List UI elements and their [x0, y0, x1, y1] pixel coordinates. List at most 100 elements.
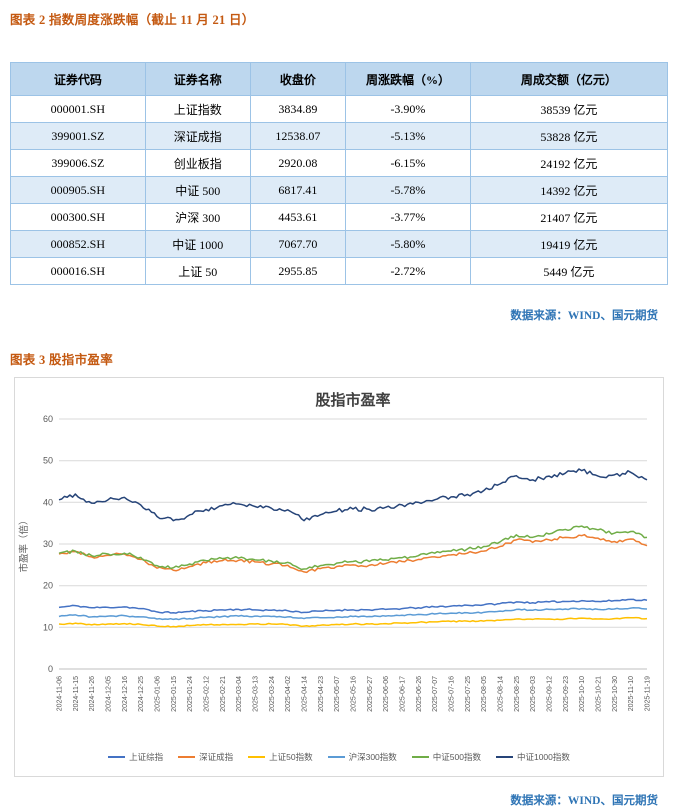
table-cell: 12538.07 — [249, 122, 347, 150]
table-cell: 创业板指 — [144, 149, 251, 177]
x-tick-label: 2025-09-03 — [530, 676, 537, 712]
table-cell: 2955.85 — [249, 257, 347, 285]
table-cell: 2920.08 — [249, 149, 347, 177]
x-tick-label: 2025-05-16 — [351, 676, 358, 712]
figure2-title: 图表 2 指数周度涨跌幅（截止 11 月 21 日） — [10, 13, 255, 27]
y-tick-label: 30 — [43, 539, 53, 549]
table-cell: -6.15% — [345, 149, 471, 177]
chart-title: 股指市盈率 — [315, 391, 390, 409]
table-cell: 399001.SZ — [10, 122, 146, 150]
data-source-figure3: 数据来源：WIND、国元期货 — [510, 795, 658, 807]
table-cell: 上证 50 — [144, 257, 251, 285]
y-tick-label: 60 — [43, 414, 53, 424]
x-tick-label: 2024-11-26 — [89, 676, 96, 711]
table-cell: 000001.SH — [10, 95, 146, 123]
table-cell: 53828 亿元 — [469, 122, 669, 150]
series-line-中证1000指数 — [58, 468, 648, 522]
x-tick-label: 2025-03-13 — [253, 676, 260, 712]
table-row: 000300.SH 沪深 300 4453.61 -3.77% 21407 亿元 — [10, 203, 669, 231]
y-tick-label: 50 — [43, 456, 53, 466]
series-line-上证综指 — [58, 598, 648, 614]
x-tick-label: 2025-01-06 — [155, 676, 162, 712]
x-tick-label: 2025-10-30 — [612, 676, 619, 712]
x-tick-label: 2024-12-05 — [106, 676, 113, 712]
x-tick-label: 2025-07-16 — [449, 676, 456, 712]
table-cell: 7067.70 — [249, 230, 347, 258]
x-tick-label: 2025-11-19 — [645, 676, 652, 711]
x-tick-label: 2025-04-14 — [302, 676, 309, 712]
table-cell: -2.72% — [345, 257, 471, 285]
data-source-figure2: 数据来源：WIND、国元期货 — [510, 310, 658, 322]
x-tick-label: 2025-06-06 — [383, 676, 390, 712]
y-tick-label: 0 — [48, 664, 53, 674]
x-tick-label: 2025-04-02 — [285, 676, 292, 712]
x-tick-label: 2025-06-17 — [400, 676, 407, 712]
table-header-row: 证券代码 证券名称 收盘价 周涨跌幅（%） 周成交额（亿元） — [10, 62, 669, 96]
x-tick-label: 2025-02-12 — [204, 676, 211, 712]
y-tick-label: 40 — [43, 497, 53, 507]
table-header: 证券代码 证券名称 收盘价 周涨跌幅（%） 周成交额（亿元） — [10, 62, 669, 96]
x-tick-label: 2025-03-24 — [269, 676, 276, 712]
series-line-上证50指数 — [58, 616, 648, 628]
x-tick-label: 2025-10-21 — [596, 676, 603, 712]
legend-label: 中证1000指数 — [516, 752, 570, 762]
table-cell: 中证 1000 — [144, 230, 251, 258]
table-row: 399001.SZ 深证成指 12538.07 -5.13% 53828 亿元 — [10, 122, 669, 150]
table-cell: 3834.89 — [249, 95, 347, 123]
legend-label: 中证500指数 — [432, 752, 481, 762]
legend-item: 中证1000指数 — [495, 751, 570, 763]
x-tick-label: 2025-11-10 — [628, 676, 635, 711]
table-cell: 5449 亿元 — [469, 257, 669, 285]
index-weekly-table: 证券代码 证券名称 收盘价 周涨跌幅（%） 周成交额（亿元） 000001.SH… — [10, 62, 669, 285]
x-tick-label: 2025-02-21 — [220, 676, 227, 712]
x-tick-label: 2024-12-25 — [138, 676, 145, 712]
x-tick-label: 2025-08-25 — [514, 676, 521, 712]
series-line-沪深300指数 — [58, 607, 648, 621]
table-cell: 000905.SH — [10, 176, 146, 204]
table-cell: 上证指数 — [144, 95, 251, 123]
x-tick-label: 2025-07-07 — [432, 676, 439, 712]
series-line-深证成指 — [58, 533, 648, 574]
x-tick-label: 2024-11-15 — [73, 676, 80, 711]
figure3-title: 图表 3 股指市盈率 — [10, 353, 114, 367]
x-tick-label: 2025-07-25 — [465, 676, 472, 712]
x-tick-label: 2025-05-07 — [334, 676, 341, 712]
x-tick-label: 2025-05-27 — [367, 676, 374, 712]
legend-label: 深证成指 — [199, 752, 234, 762]
y-tick-label: 20 — [43, 581, 53, 591]
table-cell: 6817.41 — [249, 176, 347, 204]
legend-label: 沪深300指数 — [348, 752, 397, 762]
x-tick-label: 2025-08-05 — [481, 676, 488, 712]
y-axis-title: 市盈率（倍） — [18, 515, 30, 572]
table-row: 000905.SH 中证 500 6817.41 -5.78% 14392 亿元 — [10, 176, 669, 204]
legend-line-swatch — [178, 755, 196, 759]
col-header-code: 证券代码 — [10, 62, 146, 96]
x-tick-label: 2024-11-06 — [57, 676, 64, 711]
table-cell: 000300.SH — [10, 203, 146, 231]
legend-label: 上证综指 — [129, 752, 164, 762]
table-cell: 000016.SH — [10, 257, 146, 285]
table-cell: -3.90% — [345, 95, 471, 123]
table-cell: 中证 500 — [144, 176, 251, 204]
table-cell: 深证成指 — [144, 122, 251, 150]
x-tick-label: 2025-04-23 — [318, 676, 325, 712]
legend-label: 上证50指数 — [269, 752, 313, 762]
table-cell: 14392 亿元 — [469, 176, 669, 204]
table-row: 000001.SH 上证指数 3834.89 -3.90% 38539 亿元 — [10, 95, 669, 123]
col-header-change: 周涨跌幅（%） — [345, 62, 471, 96]
table-row: 000852.SH 中证 1000 7067.70 -5.80% 19419 亿元 — [10, 230, 669, 258]
col-header-name: 证券名称 — [144, 62, 251, 96]
x-tick-label: 2025-06-26 — [416, 676, 423, 712]
x-tick-label: 2025-09-23 — [563, 676, 570, 712]
legend-line-swatch — [108, 755, 126, 759]
table-cell: -5.13% — [345, 122, 471, 150]
x-tick-label: 2025-03-04 — [236, 676, 243, 712]
x-tick-label: 2025-01-24 — [187, 676, 194, 712]
x-tick-label: 2024-12-16 — [122, 676, 129, 712]
col-header-volume: 周成交额（亿元） — [469, 62, 669, 96]
legend-item: 沪深300指数 — [327, 751, 397, 763]
table-cell: 4453.61 — [249, 203, 347, 231]
legend-line-swatch — [248, 755, 266, 759]
